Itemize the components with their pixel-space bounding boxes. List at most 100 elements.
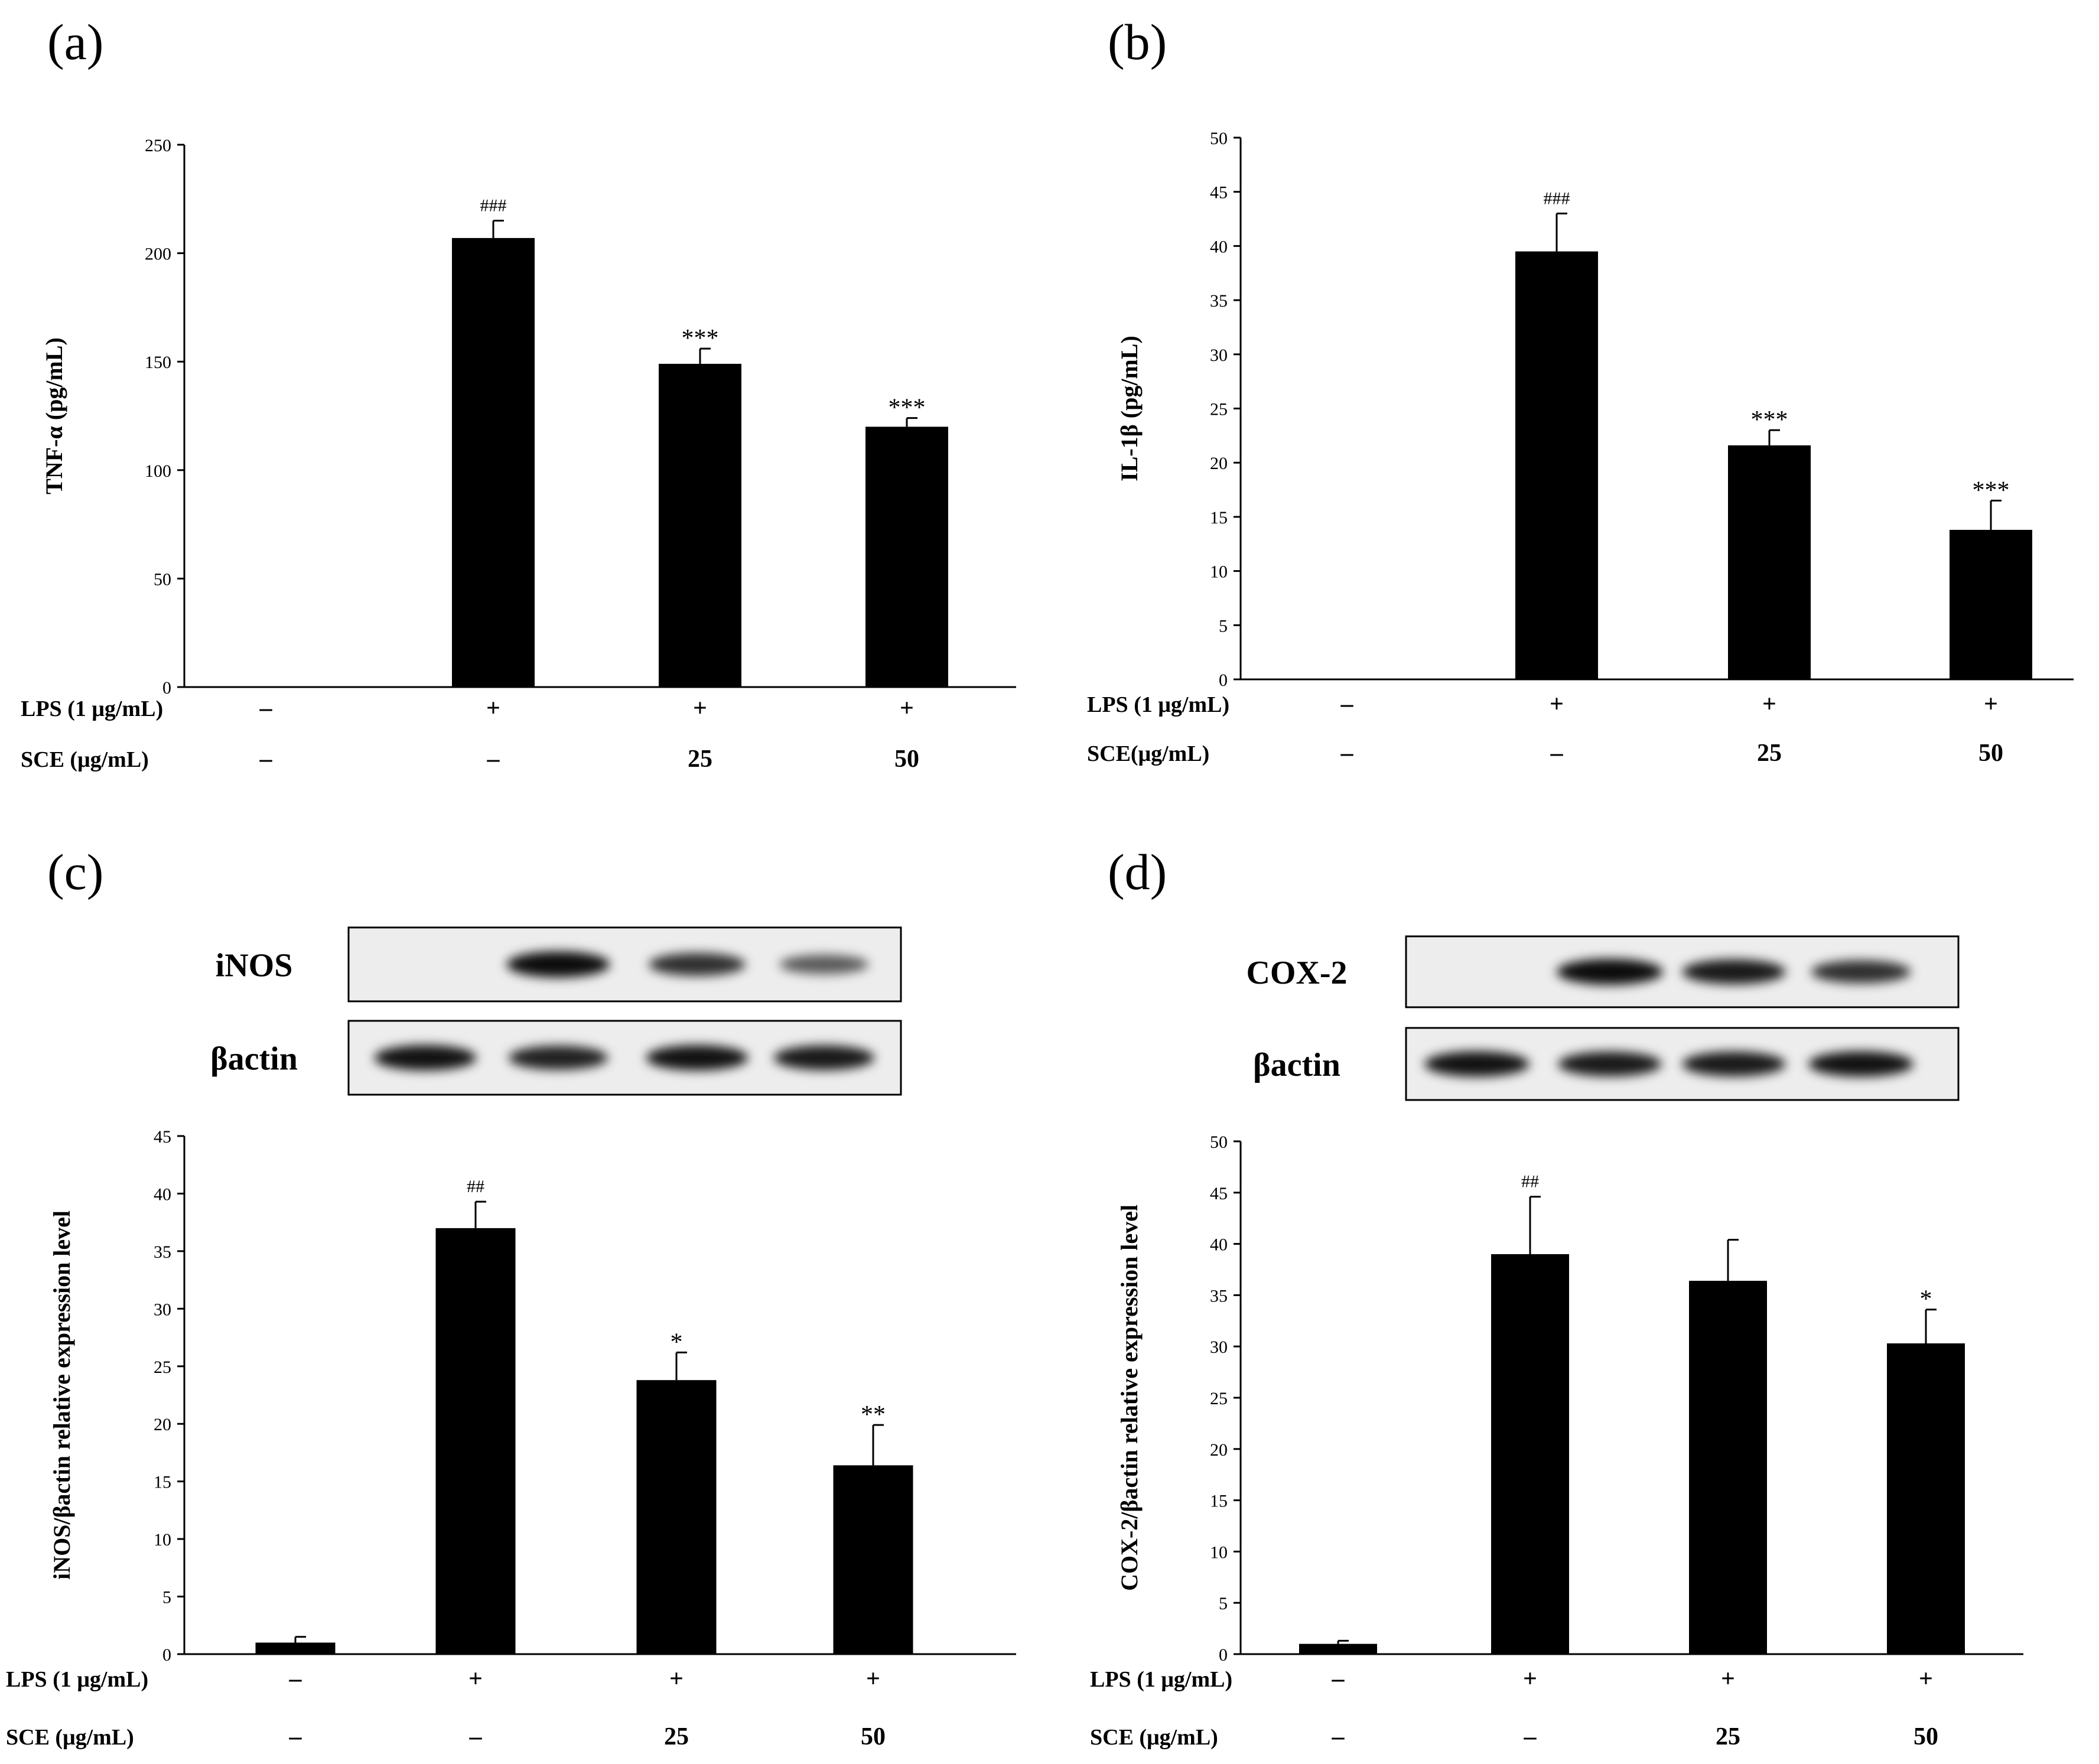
y-tick-label: 50 <box>1210 1132 1228 1152</box>
condition-dash: – <box>289 1665 302 1693</box>
condition-value: + <box>1984 691 1998 718</box>
condition-dash: – <box>1332 1723 1345 1750</box>
condition-value: 25 <box>1716 1723 1740 1750</box>
y-tick-label: 0 <box>162 1645 171 1665</box>
condition-dash: – <box>469 1723 483 1750</box>
condition-dash: – <box>259 695 273 722</box>
condition-dash: – <box>259 746 273 773</box>
bar <box>452 237 535 687</box>
condition-dash: – <box>289 1723 302 1750</box>
y-tick-label: 45 <box>1210 183 1228 203</box>
condition-value: + <box>1550 691 1564 718</box>
bar <box>1689 1281 1767 1654</box>
y-tick-label: 20 <box>154 1415 171 1434</box>
y-tick-label: 40 <box>1210 1235 1228 1255</box>
blot-label: βactin <box>210 1041 298 1078</box>
condition-label: LPS (1 μg/mL) <box>1090 1667 1232 1692</box>
y-tick-label: 5 <box>1219 616 1228 636</box>
y-tick-label: 100 <box>145 461 171 481</box>
blot-band <box>1557 959 1663 985</box>
blot-label: COX-2 <box>1246 955 1347 991</box>
significance-label: ### <box>480 196 507 216</box>
condition-dash: – <box>487 746 500 773</box>
panel-label: (d) <box>1108 844 1167 900</box>
bar <box>865 427 948 687</box>
condition-value: + <box>468 1665 483 1693</box>
condition-dash: – <box>1332 1665 1345 1693</box>
y-tick-label: 45 <box>154 1127 171 1147</box>
condition-value: + <box>693 695 707 722</box>
blot-band <box>506 951 610 978</box>
condition-value: 25 <box>688 746 712 773</box>
significance-label: * <box>671 1329 683 1356</box>
y-tick-label: 50 <box>154 569 171 589</box>
condition-label: SCE(μg/mL) <box>1087 741 1209 766</box>
blot-band <box>1808 1051 1913 1077</box>
y-tick-label: 15 <box>154 1473 171 1492</box>
condition-label: SCE (μg/mL) <box>1090 1725 1218 1750</box>
y-axis-label: IL-1β (pg/mL) <box>1116 336 1143 481</box>
blot-band <box>773 1045 875 1070</box>
bar <box>1299 1643 1377 1654</box>
condition-value: + <box>900 695 914 722</box>
y-axis-label: COX-2/βactin relative expression level <box>1116 1205 1143 1591</box>
panel-3: (c) iNOS βactin 0 5 10 15 20 25 30 35 40 45 iNOS/βact… <box>6 844 1016 1750</box>
y-tick-label: 20 <box>1210 454 1228 473</box>
condition-dash: – <box>1550 740 1564 767</box>
blot-band <box>1558 1052 1662 1076</box>
condition-value: 50 <box>894 746 919 773</box>
y-tick-label: 35 <box>1210 291 1228 311</box>
blot-band <box>1682 959 1786 984</box>
significance-label: *** <box>682 325 719 352</box>
blot-band <box>374 1045 477 1070</box>
significance-label: *** <box>889 395 926 422</box>
bar <box>255 1642 336 1654</box>
condition-label: SCE (μg/mL) <box>6 1725 134 1750</box>
y-tick-label: 45 <box>1210 1184 1228 1203</box>
condition-label: LPS (1 μg/mL) <box>6 1667 148 1692</box>
condition-value: + <box>1762 691 1776 718</box>
panel-4: (d) COX-2 βactin 0 5 10 15 20 25 30 35 40 45 50 COX-2/… <box>1090 844 2023 1750</box>
blot-label: iNOS <box>216 948 293 984</box>
condition-label: LPS (1 μg/mL) <box>21 697 163 721</box>
condition-dash: – <box>1340 691 1354 718</box>
bar <box>833 1465 913 1654</box>
significance-label: ### <box>1544 188 1570 208</box>
y-tick-label: 20 <box>1210 1440 1228 1460</box>
y-tick-label: 10 <box>1210 562 1228 582</box>
y-tick-label: 30 <box>1210 346 1228 365</box>
y-tick-label: 5 <box>1219 1594 1228 1613</box>
condition-value: 50 <box>1913 1723 1938 1750</box>
condition-value: + <box>669 1665 684 1693</box>
y-tick-label: 0 <box>1219 671 1228 690</box>
bar <box>435 1228 516 1654</box>
condition-label: LPS (1 μg/mL) <box>1087 692 1229 717</box>
y-tick-label: 25 <box>154 1358 171 1377</box>
y-tick-label: 200 <box>145 245 171 264</box>
y-tick-label: 5 <box>162 1588 171 1607</box>
bar <box>659 363 741 687</box>
y-tick-label: 250 <box>145 136 171 155</box>
panel-label: (a) <box>47 14 103 70</box>
bar <box>1887 1343 1965 1654</box>
y-tick-label: 40 <box>1210 237 1228 256</box>
bar <box>1728 445 1811 679</box>
panel-2: (b) 0 5 10 15 20 25 30 35 40 45 50 IL-1β (pg/mL) ### *… <box>1087 14 2074 767</box>
significance-label: *** <box>1751 406 1788 434</box>
y-tick-label: 40 <box>154 1184 171 1204</box>
y-axis-label: TNF-α (pg/mL) <box>41 337 67 494</box>
condition-dash: – <box>1524 1723 1537 1750</box>
significance-label: ## <box>1521 1172 1539 1192</box>
significance-label: *** <box>1973 477 2010 504</box>
y-tick-label: 0 <box>162 678 171 698</box>
significance-label: * <box>1920 1286 1932 1313</box>
blot-band <box>508 1046 608 1070</box>
blot-band <box>646 1045 749 1070</box>
y-tick-label: 150 <box>145 353 171 372</box>
y-tick-label: 25 <box>1210 1389 1228 1408</box>
y-tick-label: 50 <box>1210 129 1228 148</box>
y-axis-label: iNOS/βactin relative expression level <box>48 1210 75 1580</box>
condition-value: 25 <box>1757 740 1782 767</box>
condition-value: + <box>486 695 500 722</box>
